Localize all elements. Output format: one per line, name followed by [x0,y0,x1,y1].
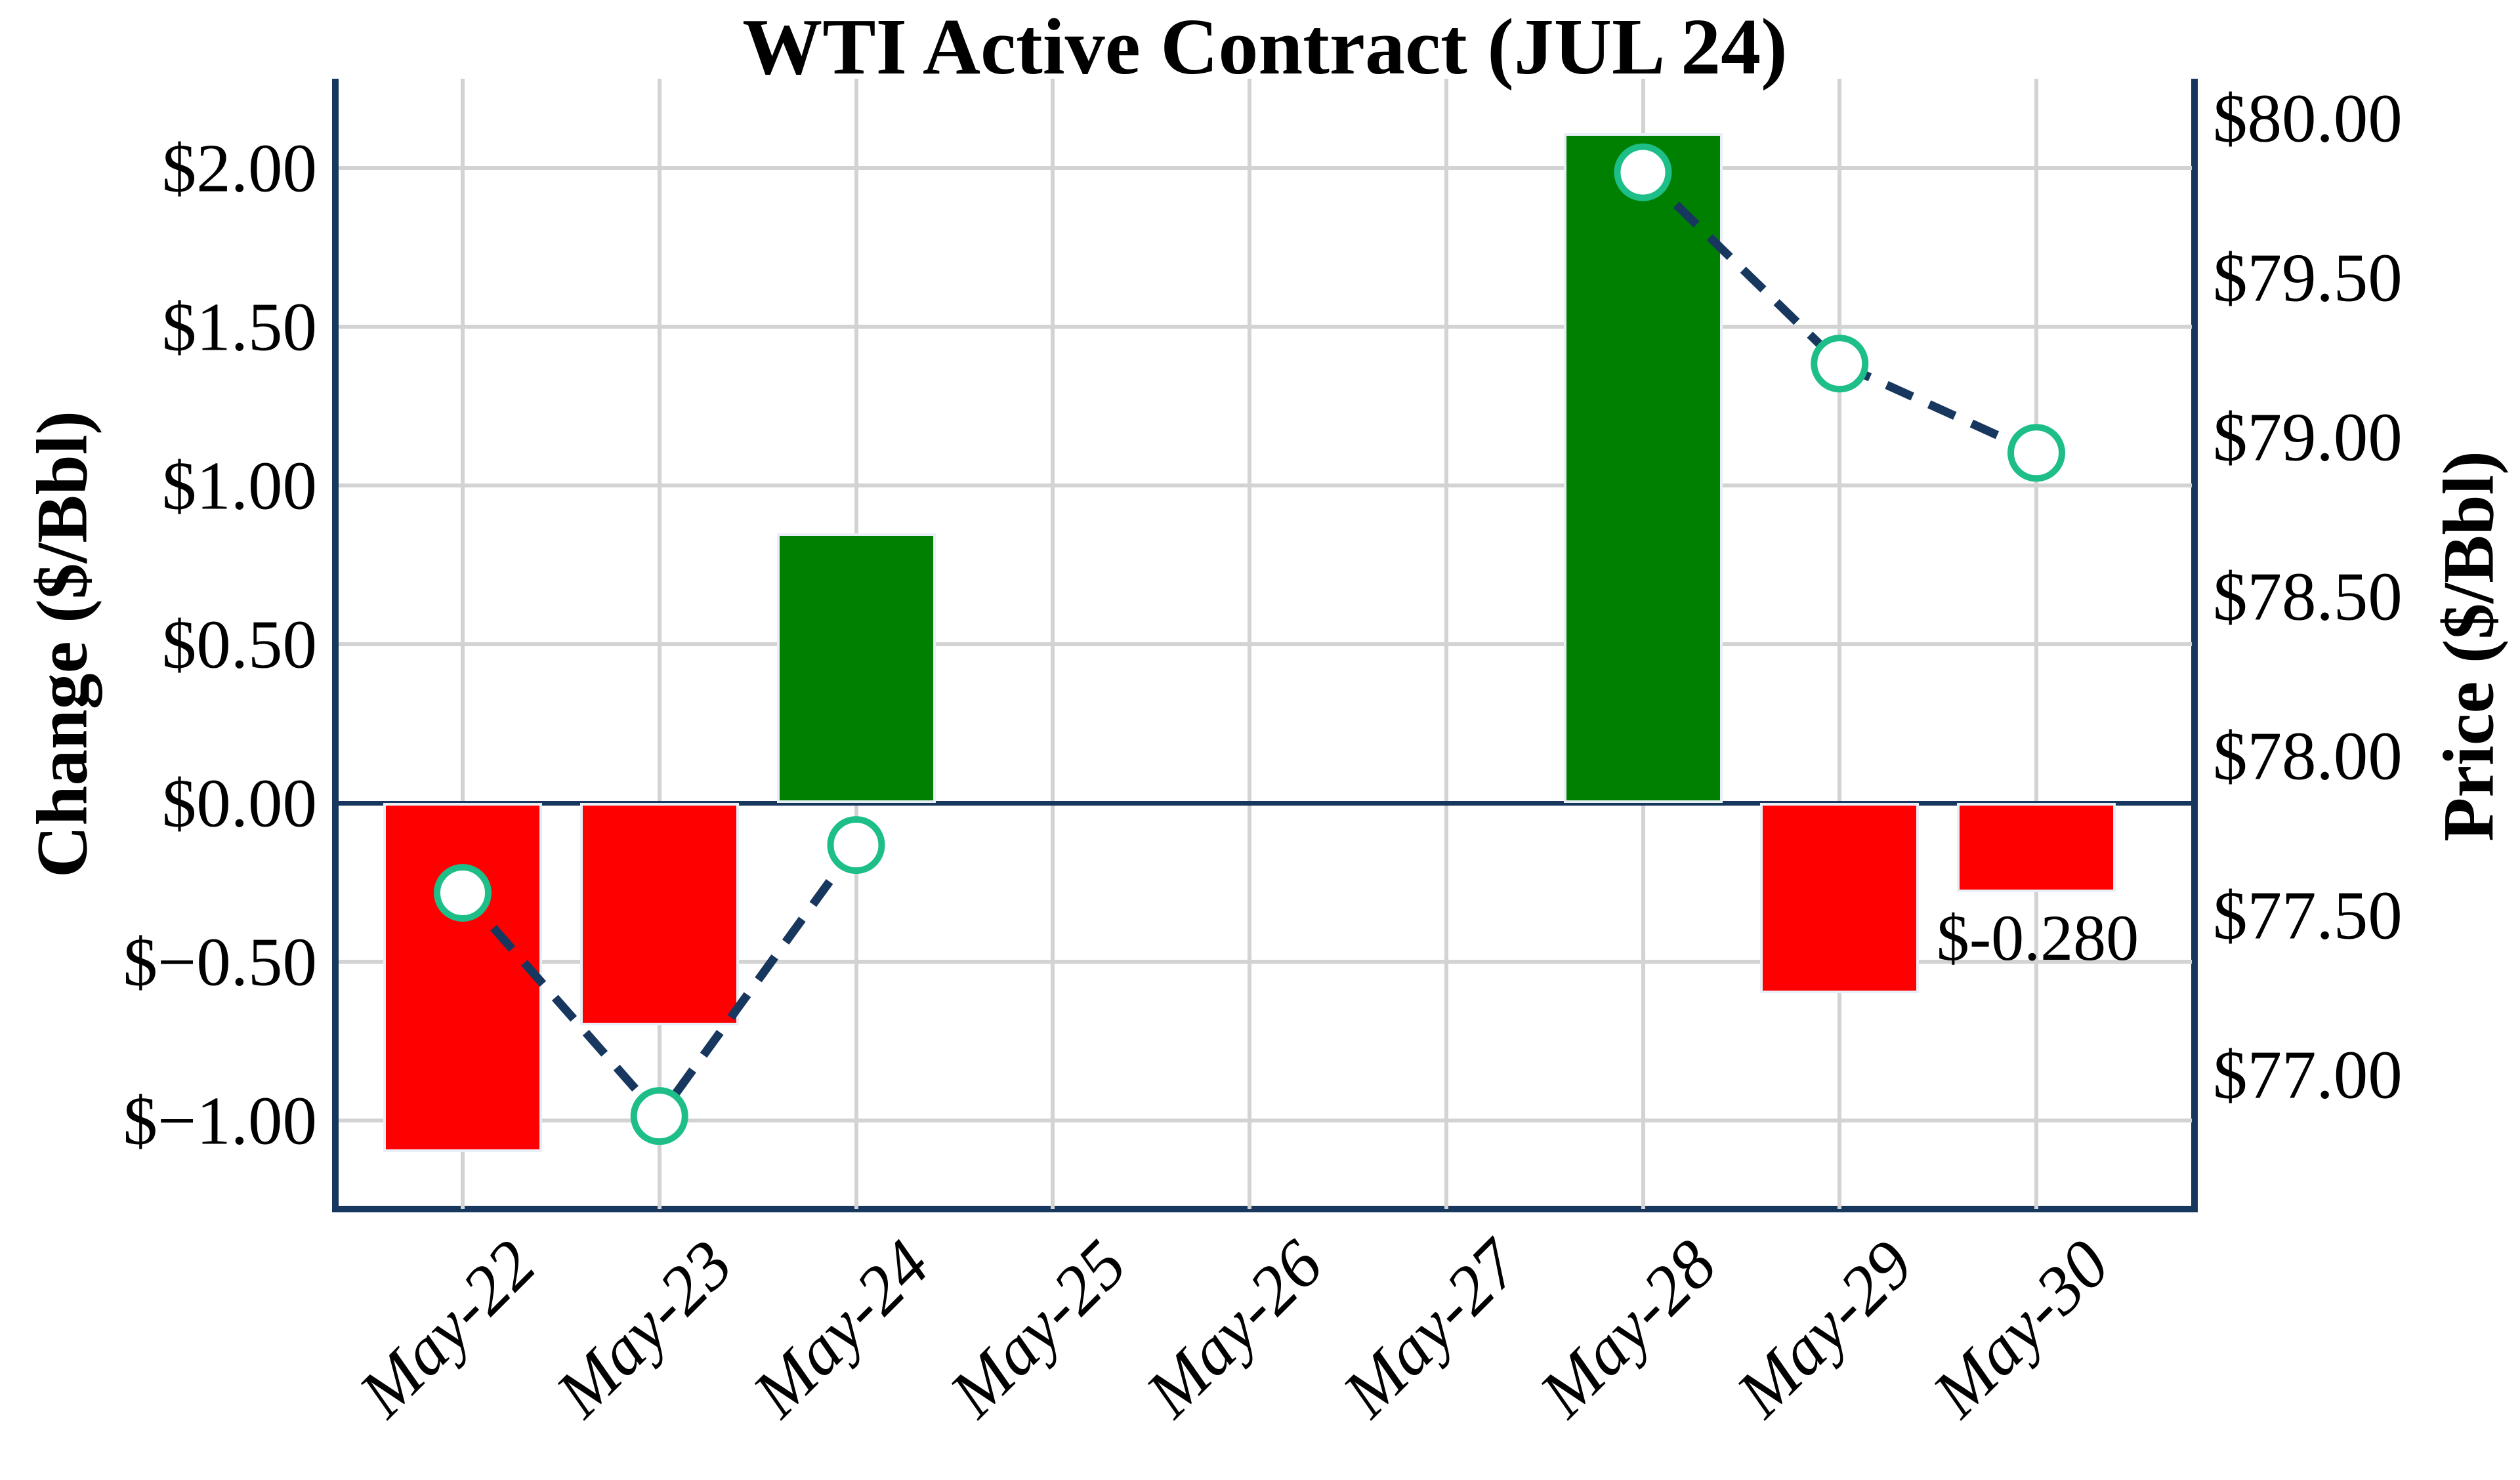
horizontal-gridline [339,325,2192,329]
right-tick-label: $77.00 [2213,1036,2403,1113]
x-tick-label-may-28: May-28 [1524,1225,1731,1431]
x-tick-label-may-29: May-29 [1721,1225,1927,1431]
left-tick-label: $0.00 [161,764,317,842]
x-tick-label-may-23: May-23 [541,1225,747,1431]
change-bar-may-23 [579,803,739,1025]
vertical-gridline [657,79,662,1209]
left-tick-label: $2.00 [161,129,317,207]
vertical-gridline [1838,79,1842,1209]
bar-value-annotation: $-0.280 [1936,901,2139,974]
right-tick-label: $80.00 [2213,79,2403,157]
vertical-gridline [1444,79,1448,1209]
zero-baseline [335,801,2194,806]
vertical-gridline [1248,79,1251,1209]
horizontal-gridline [339,483,2192,487]
x-tick-label-may-22: May-22 [344,1225,551,1431]
x-tick-label-may-25: May-25 [934,1225,1141,1431]
left-tick-label: $1.50 [161,288,317,365]
vertical-gridline [2034,79,2038,1209]
right-tick-label: $77.50 [2213,876,2403,954]
plot-area [332,79,2198,1212]
horizontal-gridline [339,1119,2192,1122]
change-bar-may-28 [1563,133,1723,803]
left-tick-label: $1.00 [161,447,317,524]
chart-title: WTI Active Contract (JUL 24) [742,3,1788,91]
x-tick-label-may-24: May-24 [738,1225,944,1431]
right-tick-label: $79.50 [2213,239,2403,316]
vertical-gridline [461,79,465,1209]
horizontal-gridline [339,960,2192,964]
left-tick-label: $0.50 [161,606,317,683]
x-tick-label-may-30: May-30 [1918,1225,2124,1431]
left-axis-title: Change ($/Bbl) [22,410,102,878]
x-tick-label-may-27: May-27 [1328,1225,1534,1431]
right-tick-label: $79.00 [2213,398,2403,476]
left-tick-label: $−0.50 [123,923,317,1000]
change-bar-may-29 [1760,803,1920,994]
right-tick-label: $78.50 [2213,558,2403,635]
left-tick-label: $−1.00 [123,1082,317,1159]
x-tick-label-may-26: May-26 [1131,1225,1337,1431]
vertical-gridline [1051,79,1055,1209]
right-tick-label: $78.00 [2213,717,2403,794]
right-axis-title: Price ($/Bbl) [2428,451,2509,842]
horizontal-gridline [339,166,2192,170]
horizontal-gridline [339,642,2192,646]
change-bar-may-24 [776,533,936,803]
change-bar-may-22 [383,803,542,1153]
change-bar-may-30 [1957,803,2116,892]
